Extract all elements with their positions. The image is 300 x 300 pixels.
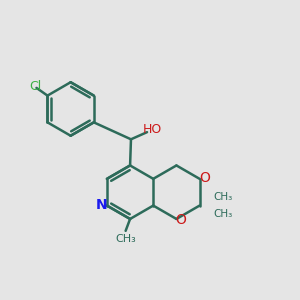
Text: CH₃: CH₃ [214, 209, 233, 219]
Text: O: O [176, 213, 187, 227]
Text: Cl: Cl [29, 80, 41, 93]
Text: CH₃: CH₃ [214, 192, 233, 202]
Text: HO: HO [143, 123, 162, 136]
Text: N: N [95, 198, 107, 212]
Text: CH₃: CH₃ [115, 234, 136, 244]
Text: O: O [199, 171, 210, 184]
